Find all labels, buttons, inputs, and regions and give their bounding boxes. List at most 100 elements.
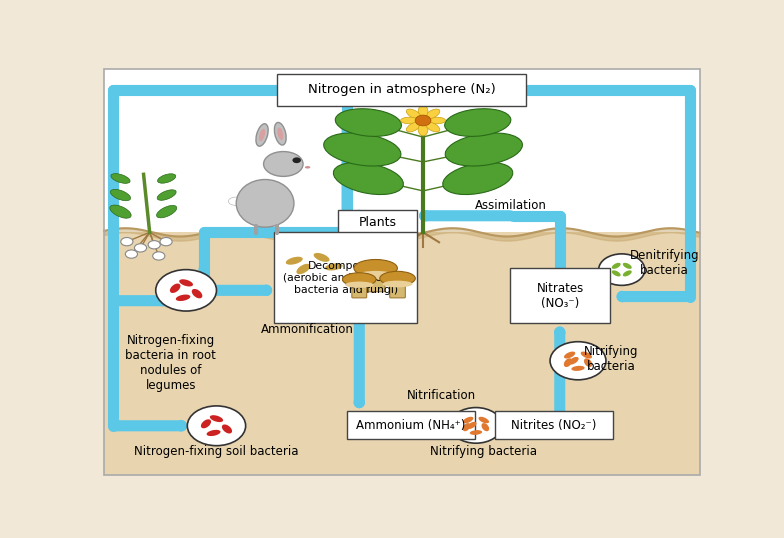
Ellipse shape bbox=[111, 174, 130, 183]
Text: Nitrites (NO₂⁻): Nitrites (NO₂⁻) bbox=[511, 419, 597, 432]
Ellipse shape bbox=[296, 264, 310, 274]
Ellipse shape bbox=[206, 430, 220, 436]
Ellipse shape bbox=[222, 424, 232, 434]
Text: Ammonium (NH₄⁺): Ammonium (NH₄⁺) bbox=[356, 419, 466, 432]
Ellipse shape bbox=[406, 122, 421, 132]
Circle shape bbox=[153, 252, 165, 260]
Ellipse shape bbox=[336, 109, 401, 137]
Text: Nitrifying
bacteria: Nitrifying bacteria bbox=[584, 345, 639, 373]
Ellipse shape bbox=[425, 122, 440, 132]
Text: Nitrifying bacteria: Nitrifying bacteria bbox=[430, 445, 537, 458]
Ellipse shape bbox=[358, 271, 394, 279]
Circle shape bbox=[121, 237, 133, 246]
Ellipse shape bbox=[564, 351, 575, 358]
Ellipse shape bbox=[157, 190, 176, 200]
Ellipse shape bbox=[176, 294, 191, 301]
Circle shape bbox=[450, 408, 502, 443]
Ellipse shape bbox=[443, 162, 513, 195]
Circle shape bbox=[187, 406, 245, 445]
Ellipse shape bbox=[572, 366, 585, 371]
Ellipse shape bbox=[228, 197, 244, 206]
Ellipse shape bbox=[427, 117, 445, 124]
Ellipse shape bbox=[111, 189, 131, 201]
Ellipse shape bbox=[333, 162, 404, 195]
Ellipse shape bbox=[305, 166, 310, 168]
Circle shape bbox=[416, 115, 431, 126]
Ellipse shape bbox=[612, 263, 621, 269]
FancyBboxPatch shape bbox=[366, 270, 385, 292]
Ellipse shape bbox=[612, 271, 621, 277]
Text: Ammonification: Ammonification bbox=[261, 323, 354, 336]
Ellipse shape bbox=[445, 109, 511, 137]
Bar bbox=[104, 69, 699, 232]
Ellipse shape bbox=[345, 281, 373, 288]
Ellipse shape bbox=[180, 279, 193, 286]
Text: Plants: Plants bbox=[358, 216, 397, 229]
FancyBboxPatch shape bbox=[352, 280, 367, 298]
Ellipse shape bbox=[564, 358, 572, 367]
Ellipse shape bbox=[379, 271, 416, 286]
Ellipse shape bbox=[274, 123, 286, 145]
Ellipse shape bbox=[383, 281, 412, 287]
Ellipse shape bbox=[157, 206, 176, 218]
Ellipse shape bbox=[445, 133, 522, 166]
FancyBboxPatch shape bbox=[278, 74, 526, 106]
Ellipse shape bbox=[285, 257, 303, 265]
Ellipse shape bbox=[263, 152, 303, 176]
Ellipse shape bbox=[401, 117, 419, 124]
Ellipse shape bbox=[158, 174, 176, 183]
Ellipse shape bbox=[325, 263, 343, 271]
Text: Assimilation: Assimilation bbox=[474, 199, 546, 212]
Circle shape bbox=[550, 342, 606, 380]
Ellipse shape bbox=[285, 245, 347, 285]
Ellipse shape bbox=[418, 105, 428, 118]
Ellipse shape bbox=[463, 417, 474, 423]
Ellipse shape bbox=[259, 129, 265, 141]
Ellipse shape bbox=[568, 357, 579, 365]
Ellipse shape bbox=[324, 133, 401, 166]
Ellipse shape bbox=[622, 271, 632, 277]
Ellipse shape bbox=[418, 123, 428, 136]
Ellipse shape bbox=[314, 253, 329, 262]
Ellipse shape bbox=[201, 419, 211, 428]
FancyBboxPatch shape bbox=[347, 411, 474, 440]
Ellipse shape bbox=[278, 128, 283, 140]
Ellipse shape bbox=[470, 430, 482, 435]
Ellipse shape bbox=[467, 422, 477, 429]
Ellipse shape bbox=[425, 109, 440, 119]
FancyBboxPatch shape bbox=[495, 411, 613, 440]
Ellipse shape bbox=[622, 263, 632, 269]
Bar bbox=[104, 232, 699, 475]
Circle shape bbox=[160, 237, 172, 246]
Ellipse shape bbox=[343, 273, 376, 286]
FancyBboxPatch shape bbox=[390, 279, 405, 298]
FancyBboxPatch shape bbox=[338, 210, 417, 235]
Ellipse shape bbox=[110, 205, 131, 218]
Ellipse shape bbox=[481, 423, 489, 431]
Text: Decomposers
(aerobic and anaerobic
bacteria and fungi): Decomposers (aerobic and anaerobic bacte… bbox=[283, 261, 408, 294]
Text: Nitrification: Nitrification bbox=[407, 389, 476, 402]
Ellipse shape bbox=[406, 109, 421, 119]
FancyBboxPatch shape bbox=[274, 232, 417, 323]
Text: Nitrogen-fixing soil bacteria: Nitrogen-fixing soil bacteria bbox=[134, 445, 299, 458]
Ellipse shape bbox=[170, 284, 180, 293]
Text: Nitrates
(NO₃⁻): Nitrates (NO₃⁻) bbox=[536, 281, 584, 309]
Ellipse shape bbox=[463, 423, 470, 431]
Ellipse shape bbox=[581, 351, 592, 358]
Circle shape bbox=[156, 270, 216, 311]
Circle shape bbox=[125, 250, 137, 258]
Ellipse shape bbox=[256, 124, 268, 146]
Ellipse shape bbox=[236, 180, 294, 227]
Ellipse shape bbox=[210, 415, 223, 422]
Text: Nitrogen in atmosphere (N₂): Nitrogen in atmosphere (N₂) bbox=[308, 83, 495, 96]
FancyBboxPatch shape bbox=[510, 267, 610, 323]
Ellipse shape bbox=[478, 417, 489, 423]
Circle shape bbox=[599, 254, 645, 285]
Circle shape bbox=[292, 157, 301, 163]
Ellipse shape bbox=[584, 358, 592, 367]
Text: Denitrifying
bacteria: Denitrifying bacteria bbox=[630, 250, 699, 278]
Ellipse shape bbox=[354, 259, 397, 277]
Text: Nitrogen-fixing
bacteria in root
nodules of
legumes: Nitrogen-fixing bacteria in root nodules… bbox=[125, 334, 216, 392]
Ellipse shape bbox=[192, 289, 202, 299]
Circle shape bbox=[148, 240, 160, 249]
